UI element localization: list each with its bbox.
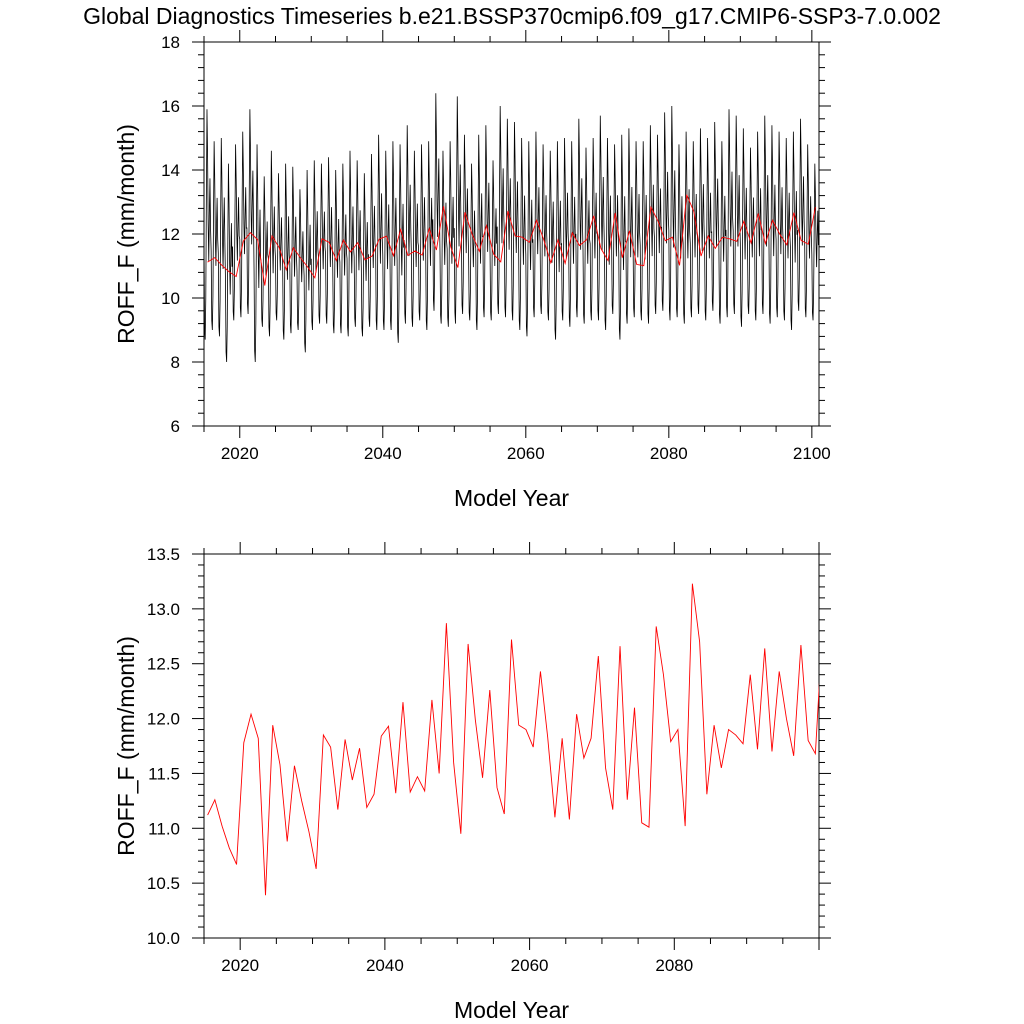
y-axis-title: ROFF_F (mm/month)	[113, 636, 139, 856]
x-tick-label: 2060	[511, 956, 549, 975]
y-tick-label: 11.5	[148, 764, 180, 783]
y-tick-label: 18	[161, 33, 180, 52]
bottom-plot: 2020 2040 2060 2080 10.0 10.5 11.0 11.5 12.0 12.5…	[113, 542, 831, 1023]
x-axis-title: Model Year	[454, 485, 569, 511]
x-tick-label: 2080	[650, 444, 688, 463]
series-line-monthly	[204, 93, 819, 363]
y-tick-label: 13.5	[147, 545, 180, 564]
series-line-annual	[207, 583, 819, 896]
series-line-annual	[207, 194, 816, 286]
y-tick-label: 12	[161, 225, 180, 244]
x-tick-label: 2040	[366, 956, 404, 975]
y-tick-label: 6	[171, 417, 180, 436]
x-tick-label: 2080	[655, 956, 693, 975]
y-tick-label: 14	[161, 161, 180, 180]
plot-frame	[203, 553, 820, 939]
top-plot: 2020 2040 2060 2080 2100 6 8 10 12 14 16 18 Model Ye…	[113, 30, 831, 511]
y-tick-label: 12.0	[147, 710, 180, 729]
x-tick-label: 2060	[507, 444, 545, 463]
y-tick-label: 8	[171, 353, 180, 372]
x-tick-label: 2020	[221, 956, 259, 975]
y-tick-label: 10.0	[147, 929, 180, 948]
x-tick-label: 2040	[364, 444, 402, 463]
y-tick-label: 13.0	[147, 600, 180, 619]
x-tick-label: 2020	[221, 444, 259, 463]
y-tick-label: 10.5	[147, 874, 180, 893]
y-tick-label: 11.0	[148, 819, 180, 838]
y-tick-label: 12.5	[147, 655, 180, 674]
y-tick-label: 16	[161, 97, 180, 116]
x-tick-label: 2100	[793, 444, 831, 463]
y-tick-label: 10	[161, 289, 180, 308]
x-axis-title: Model Year	[454, 997, 569, 1023]
figure-title: Global Diagnostics Timeseries b.e21.BSSP…	[83, 3, 941, 29]
y-axis-title: ROFF_F (mm/month)	[113, 124, 139, 344]
